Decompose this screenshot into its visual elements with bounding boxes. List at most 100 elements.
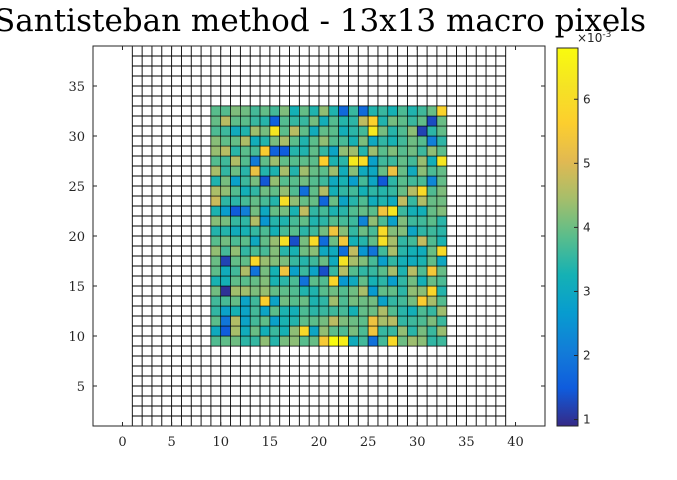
heatmap-cell <box>230 145 241 157</box>
heatmap-cell <box>240 125 251 137</box>
heatmap-cell <box>367 145 379 157</box>
heatmap-cell <box>308 325 320 337</box>
heatmap-cell <box>279 285 290 297</box>
heatmap-cell <box>377 125 389 137</box>
heatmap-cell <box>426 145 438 157</box>
heatmap-cell <box>210 235 222 247</box>
heatmap-cell <box>259 115 271 127</box>
heatmap-cell <box>367 165 379 177</box>
heatmap-cell <box>259 235 271 247</box>
heatmap-cell <box>299 205 310 217</box>
heatmap-cell <box>220 195 231 207</box>
heatmap-cell <box>318 265 330 277</box>
heatmap-cell <box>289 165 300 177</box>
heatmap-cell <box>338 135 349 147</box>
heatmap-cell <box>230 235 241 247</box>
heatmap-cell <box>397 215 408 227</box>
heatmap-cell <box>240 145 251 157</box>
heatmap-cell <box>377 275 389 287</box>
heatmap-cell <box>279 275 290 287</box>
heatmap-cell <box>318 335 330 347</box>
heatmap-cell <box>426 175 438 187</box>
heatmap-cell <box>426 215 438 227</box>
heatmap-cell <box>426 195 438 207</box>
heatmap-cell <box>426 325 438 337</box>
heatmap-cell <box>210 135 222 147</box>
heatmap-cell <box>348 135 359 147</box>
heatmap-cell <box>348 295 359 307</box>
heatmap-cell <box>367 175 379 187</box>
heatmap-cell <box>289 305 300 317</box>
heatmap-cell <box>230 245 241 257</box>
colorbar-tick-label: 4 <box>583 220 591 234</box>
heatmap-cell <box>259 325 271 337</box>
colorbar-gradient <box>557 48 578 426</box>
heatmap-cell <box>210 315 222 327</box>
heatmap-cell <box>299 305 310 317</box>
heatmap-cell <box>397 285 408 297</box>
heatmap-cell <box>387 185 398 197</box>
heatmap-cell <box>279 215 290 227</box>
heatmap-cell <box>436 105 448 117</box>
heatmap-cell <box>416 295 428 307</box>
heatmap-cell <box>387 325 398 337</box>
heatmap-cell <box>210 155 222 167</box>
heatmap-cell <box>308 185 320 197</box>
heatmap-cell <box>279 185 290 197</box>
heatmap-cell <box>249 215 261 227</box>
heatmap-cell <box>220 185 231 197</box>
heatmap-cell <box>328 105 339 117</box>
heatmap-cell <box>407 115 418 127</box>
heatmap-cell <box>269 285 280 297</box>
heatmap-cell <box>377 315 389 327</box>
heatmap-cell <box>249 135 261 147</box>
heatmap-cell <box>279 325 290 337</box>
heatmap-cell <box>358 265 369 277</box>
heatmap-cell <box>397 315 408 327</box>
heatmap-cell <box>367 105 379 117</box>
heatmap-cell <box>416 275 428 287</box>
heatmap-cell <box>416 225 428 237</box>
x-axis-ticks: 0 5 10 15 20 25 30 35 40 <box>118 46 524 450</box>
heatmap-cell <box>426 305 438 317</box>
heatmap-cell <box>407 135 418 147</box>
heatmap-cell <box>436 225 448 237</box>
heatmap-cell <box>249 335 261 347</box>
heatmap-cell <box>249 255 261 267</box>
heatmap-cell <box>436 315 448 327</box>
heatmap-cell <box>358 165 369 177</box>
heatmap-cell <box>348 245 359 257</box>
heatmap-cell <box>299 255 310 267</box>
heatmap-cell <box>426 285 438 297</box>
heatmap-cell <box>328 275 339 287</box>
heatmap-cell <box>387 335 398 347</box>
heatmap-cell <box>210 245 222 257</box>
heatmap-cell <box>348 335 359 347</box>
heatmap-cell <box>416 235 428 247</box>
colorbar-tick-label: 6 <box>583 92 591 106</box>
heatmap-cell <box>377 305 389 317</box>
heatmap-cell <box>230 285 241 297</box>
heatmap-cell <box>279 305 290 317</box>
x-tick-label: 5 <box>167 435 175 450</box>
heatmap-cell <box>308 145 320 157</box>
heatmap-cell <box>387 315 398 327</box>
heatmap-cell <box>299 295 310 307</box>
heatmap-cell <box>318 285 330 297</box>
heatmap-cell <box>299 315 310 327</box>
heatmap-cell <box>328 175 339 187</box>
heatmap-cell <box>348 225 359 237</box>
heatmap-cell <box>279 175 290 187</box>
heatmap-cell <box>397 125 408 137</box>
heatmap-cell <box>240 285 251 297</box>
heatmap-cell <box>210 175 222 187</box>
heatmap-cell <box>436 255 448 267</box>
heatmap-cell <box>348 145 359 157</box>
heatmap-cell <box>387 255 398 267</box>
x-tick-label: 40 <box>507 435 524 450</box>
heatmap-cell <box>426 115 438 127</box>
heatmap-cell <box>269 165 280 177</box>
heatmap-cell <box>367 135 379 147</box>
heatmap-cell <box>279 245 290 257</box>
heatmap-cell <box>299 225 310 237</box>
